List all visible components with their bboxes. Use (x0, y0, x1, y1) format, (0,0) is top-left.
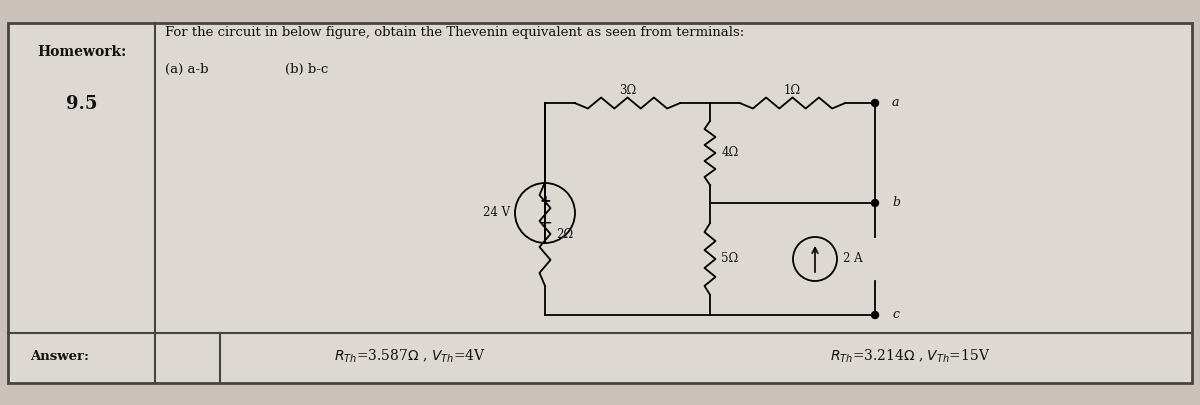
Text: Answer:: Answer: (30, 350, 89, 362)
Text: 4Ω: 4Ω (721, 147, 739, 160)
Text: 9.5: 9.5 (66, 95, 97, 113)
Text: +: + (539, 194, 551, 208)
Circle shape (871, 311, 878, 318)
Text: 1Ω: 1Ω (784, 83, 802, 96)
FancyBboxPatch shape (8, 23, 1192, 383)
Text: c: c (892, 309, 899, 322)
Text: 5Ω: 5Ω (721, 252, 739, 266)
Text: (b) b-c: (b) b-c (286, 63, 329, 76)
Text: −: − (538, 214, 552, 232)
Text: 2 A: 2 A (844, 252, 863, 266)
Text: a: a (892, 96, 900, 109)
Text: b: b (892, 196, 900, 209)
Text: 2Ω: 2Ω (557, 228, 574, 241)
Text: Homework:: Homework: (37, 45, 127, 59)
Text: 24 V: 24 V (484, 207, 510, 220)
Text: (a) a-b: (a) a-b (166, 63, 209, 76)
Text: $R_{Th}$=3.587$\Omega$ , $V_{Th}$=4V: $R_{Th}$=3.587$\Omega$ , $V_{Th}$=4V (334, 347, 486, 364)
Text: For the circuit in below figure, obtain the Thevenin equivalent as seen from ter: For the circuit in below figure, obtain … (166, 26, 744, 39)
Circle shape (871, 200, 878, 207)
Text: 3Ω: 3Ω (619, 83, 636, 96)
Circle shape (871, 100, 878, 107)
Text: $R_{Th}$=3.214$\Omega$ , $V_{Th}$=15V: $R_{Th}$=3.214$\Omega$ , $V_{Th}$=15V (829, 347, 990, 364)
